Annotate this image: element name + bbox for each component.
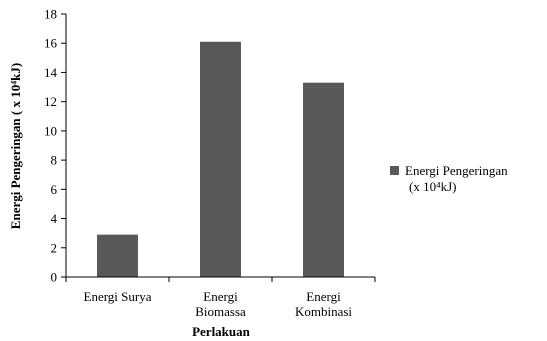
y-tick-label: 0 bbox=[51, 270, 58, 285]
y-tick-label: 10 bbox=[44, 123, 57, 138]
bars bbox=[97, 41, 344, 278]
x-axis-categories: Energi Surya EnergiBiomassaEnergiKombinas… bbox=[65, 277, 376, 319]
y-tick-label: 2 bbox=[51, 240, 58, 255]
legend-swatch bbox=[390, 166, 399, 175]
y-tick-label: 12 bbox=[44, 94, 57, 109]
bar bbox=[303, 82, 344, 277]
bar bbox=[97, 234, 138, 277]
legend-label: Energi Pengeringan bbox=[405, 163, 508, 178]
x-axis-label: Perlakuan bbox=[192, 324, 251, 339]
y-tick-label: 14 bbox=[44, 65, 58, 80]
x-category-label: Energi bbox=[306, 289, 341, 304]
y-tick-label: 18 bbox=[44, 7, 57, 22]
y-tick-label: 6 bbox=[51, 182, 58, 197]
y-tick-label: 4 bbox=[51, 211, 58, 226]
x-category-label: Energi bbox=[203, 289, 238, 304]
y-axis-ticks: 0 2 4 6 8 10 12 14 16 18 bbox=[44, 7, 66, 285]
x-category-label: Energi Surya bbox=[84, 289, 152, 304]
y-tick-label: 8 bbox=[51, 153, 58, 168]
legend-label: (x 10⁴kJ) bbox=[409, 179, 457, 194]
x-category-label: Kombinasi bbox=[295, 304, 352, 319]
legend: Energi Pengeringan(x 10⁴kJ) bbox=[390, 163, 508, 194]
bar bbox=[200, 41, 241, 278]
y-tick-label: 16 bbox=[44, 36, 58, 51]
x-category-label: Biomassa bbox=[195, 304, 246, 319]
y-axis-label: Energi Pengeringan ( x 10⁴kJ) bbox=[8, 63, 23, 229]
